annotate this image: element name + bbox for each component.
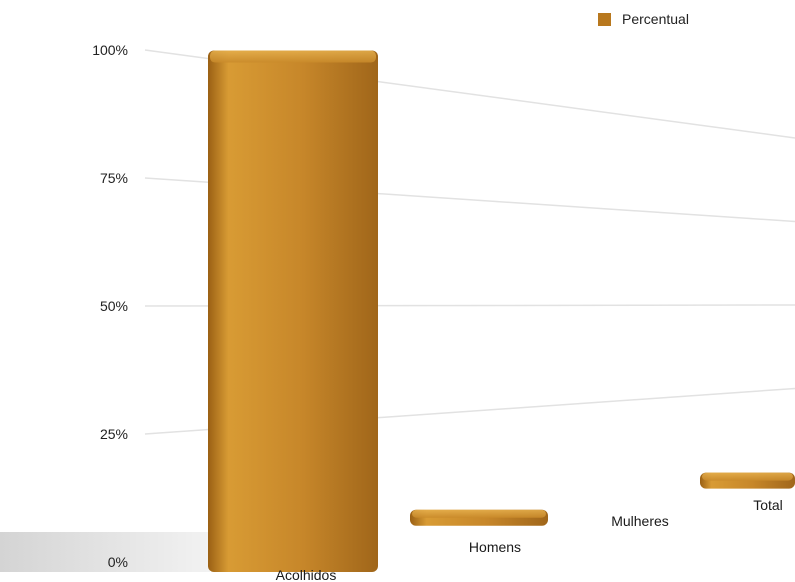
y-tick-label: 50%	[100, 298, 128, 314]
y-tick-label: 100%	[92, 42, 128, 58]
bar-total	[700, 472, 795, 489]
legend: Percentual	[598, 11, 689, 27]
x-category-label: Acolhidos	[276, 567, 337, 582]
y-tick-label: 0%	[108, 554, 128, 570]
x-category-label: Homens	[469, 539, 521, 555]
bar-cap	[702, 472, 793, 481]
legend-label: Percentual	[622, 11, 689, 27]
y-tick-label: 75%	[100, 170, 128, 186]
x-category-label: Mulheres	[611, 513, 669, 529]
legend-swatch	[598, 13, 611, 26]
x-category-label: Total	[753, 497, 783, 513]
bar-cap	[412, 509, 546, 518]
bar-acolhidos	[208, 50, 378, 572]
floor-shade	[0, 532, 210, 572]
bar-face	[208, 50, 378, 572]
y-tick-label: 25%	[100, 426, 128, 442]
bar-homens	[410, 509, 548, 526]
bar-cap	[210, 50, 376, 63]
